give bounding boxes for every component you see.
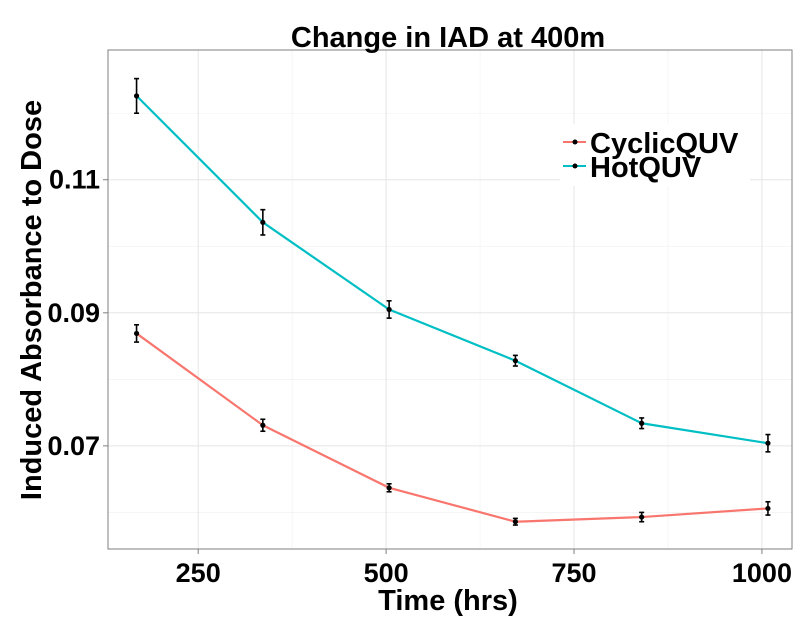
data-point xyxy=(639,420,645,426)
legend-key-point-cyclicquv xyxy=(572,139,578,145)
data-point xyxy=(133,330,140,337)
series-line-cyclicquv xyxy=(135,332,769,523)
series-cyclicquv xyxy=(133,323,771,526)
series-line-hotquv xyxy=(135,95,769,445)
data-point xyxy=(765,505,771,512)
y-tick-label: 0.09 xyxy=(47,298,100,328)
x-tick-label: 250 xyxy=(176,558,221,588)
y-tick-label: 0.11 xyxy=(49,165,100,195)
data-point xyxy=(765,440,771,446)
legend-label-hotquv: HotQUV xyxy=(590,152,702,184)
legend: CyclicQUV HotQUV xyxy=(560,124,750,186)
legend-key-point-hotquv xyxy=(572,163,578,169)
x-axis-title: Time (hrs) xyxy=(378,585,518,617)
chart-title: Change in IAD at 400m xyxy=(291,22,605,54)
data-point xyxy=(260,422,266,428)
data-point xyxy=(260,219,266,225)
data-point xyxy=(512,519,518,525)
y-tick-label: 0.07 xyxy=(47,431,100,461)
x-axis-ticks: 250 500 750 1000 xyxy=(176,549,792,588)
x-tick-label: 1000 xyxy=(732,558,792,588)
y-axis-title: Induced Absorbance to Dose xyxy=(16,100,48,500)
legend-label-cyclicquv: CyclicQUV xyxy=(590,128,739,160)
legend-background xyxy=(560,124,750,186)
y-axis-ticks: 0.07 0.09 0.11 xyxy=(47,165,108,461)
series-hotquv xyxy=(133,77,771,453)
data-point xyxy=(133,93,140,99)
x-tick-label: 750 xyxy=(551,558,596,588)
data-point xyxy=(512,358,518,364)
data-point xyxy=(639,514,645,520)
panel-border xyxy=(107,49,793,550)
data-point xyxy=(386,306,392,313)
series-layer xyxy=(133,77,771,526)
data-point xyxy=(386,485,392,491)
x-tick-label: 500 xyxy=(364,558,409,588)
